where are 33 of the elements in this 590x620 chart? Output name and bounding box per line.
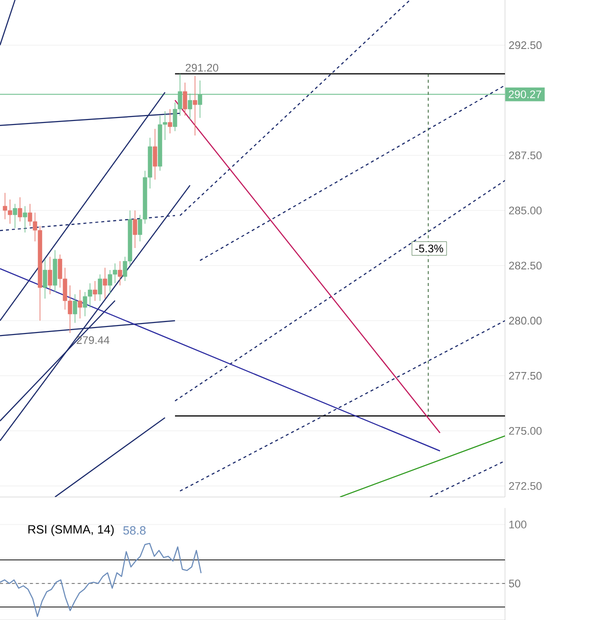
candlestick (22, 206, 28, 233)
y-tick-label: 280.00 (509, 316, 542, 325)
candlestick (98, 274, 102, 302)
y-tick-label: 100 (509, 520, 526, 528)
text: RSI (SMMA, 14) (28, 524, 114, 536)
y-tick-label: 272.50 (509, 482, 542, 490)
candlestick (78, 289, 82, 319)
candlestick (152, 128, 158, 180)
candlestick (12, 204, 18, 228)
candlestick (92, 280, 98, 302)
candlestick (192, 76, 198, 136)
y-tick-label: 287.50 (509, 152, 542, 160)
candlestick (72, 294, 78, 324)
annotation: 291.20 (186, 64, 218, 72)
y-tick-label: 275.00 (509, 427, 542, 435)
candlestick (132, 210, 138, 248)
candlestick (48, 256, 52, 295)
ref-line-label: 290.27 (508, 90, 542, 98)
candlestick (182, 82, 188, 116)
candlestick (168, 108, 172, 134)
y-tick-label: 50 (508, 580, 520, 588)
candlestick (42, 258, 48, 299)
annotation: -5.3% (415, 244, 444, 252)
y-tick-label: 285.00 (509, 206, 542, 214)
candlestick (18, 196, 22, 222)
y-tick-label: 277.50 (509, 372, 542, 380)
y-tick-label: 282.50 (509, 262, 542, 270)
y-tick-label: 292.50 (509, 41, 542, 50)
annotation: 58.8 (123, 526, 146, 535)
line-series (0, 542, 202, 618)
annotation: 279.44 (76, 336, 110, 344)
candlestick (102, 267, 108, 299)
candlestick (118, 260, 122, 286)
